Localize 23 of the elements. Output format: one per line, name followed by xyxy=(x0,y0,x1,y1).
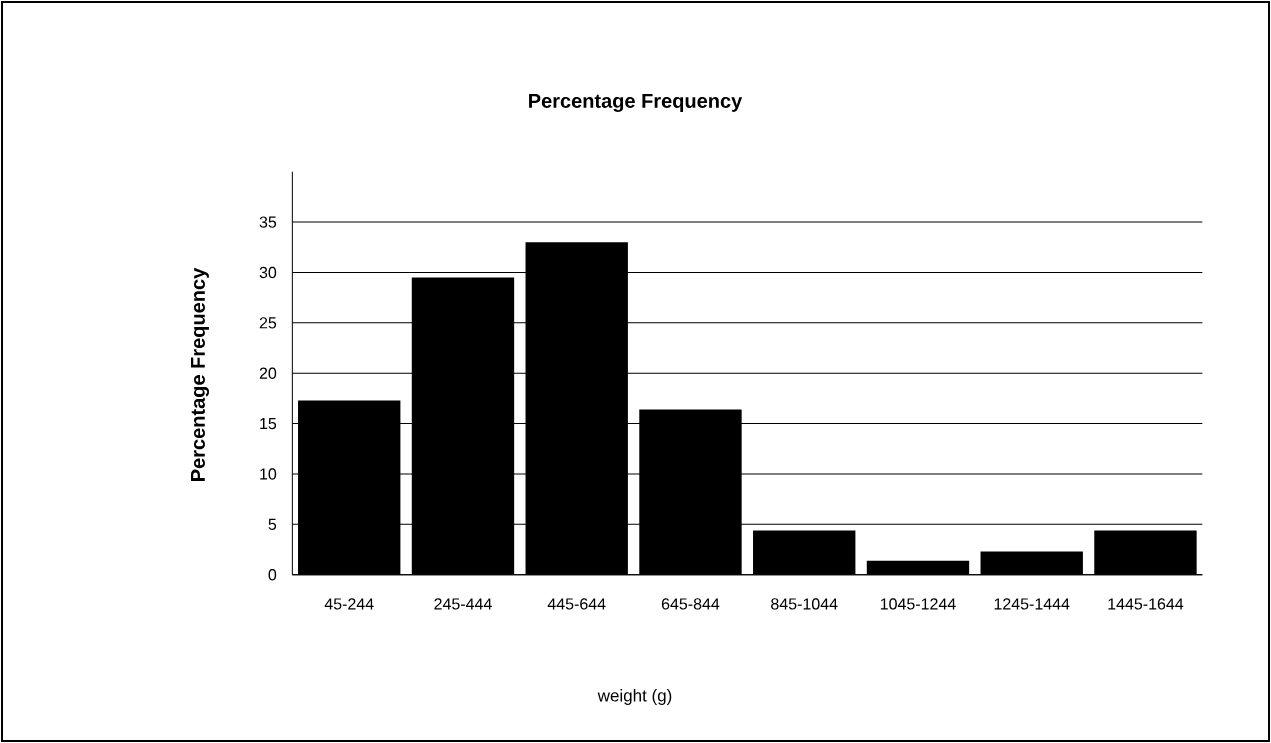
y-tick-label: 0 xyxy=(268,569,277,581)
bar xyxy=(1094,530,1197,575)
bar xyxy=(980,551,1083,575)
x-tick-label: 645-844 xyxy=(661,598,720,610)
y-tick-label: 35 xyxy=(259,216,277,228)
x-tick-label: 1445-1644 xyxy=(1108,598,1184,610)
y-tick-label: 20 xyxy=(259,367,277,379)
y-tick-label: 25 xyxy=(259,317,277,329)
x-tick-label: 1045-1244 xyxy=(880,598,956,610)
y-tick-label: 5 xyxy=(268,518,277,530)
x-tick-label: 845-1044 xyxy=(771,598,838,610)
y-tick-label: 15 xyxy=(260,418,277,430)
x-tick-label: 45-244 xyxy=(324,598,374,610)
x-tick-label: 245-444 xyxy=(434,598,492,610)
bar xyxy=(866,560,970,575)
x-tick-label: 1245-1444 xyxy=(994,598,1070,610)
y-axis-title: Percentage Frequency xyxy=(191,267,209,481)
y-tick-label: 30 xyxy=(259,266,277,279)
x-axis-title: weight (g) xyxy=(597,689,672,705)
bar xyxy=(753,530,856,575)
x-tick-label: 445-644 xyxy=(547,598,606,610)
y-tick-label: 10 xyxy=(260,468,277,480)
chart-title: Percentage Frequency xyxy=(529,93,743,112)
